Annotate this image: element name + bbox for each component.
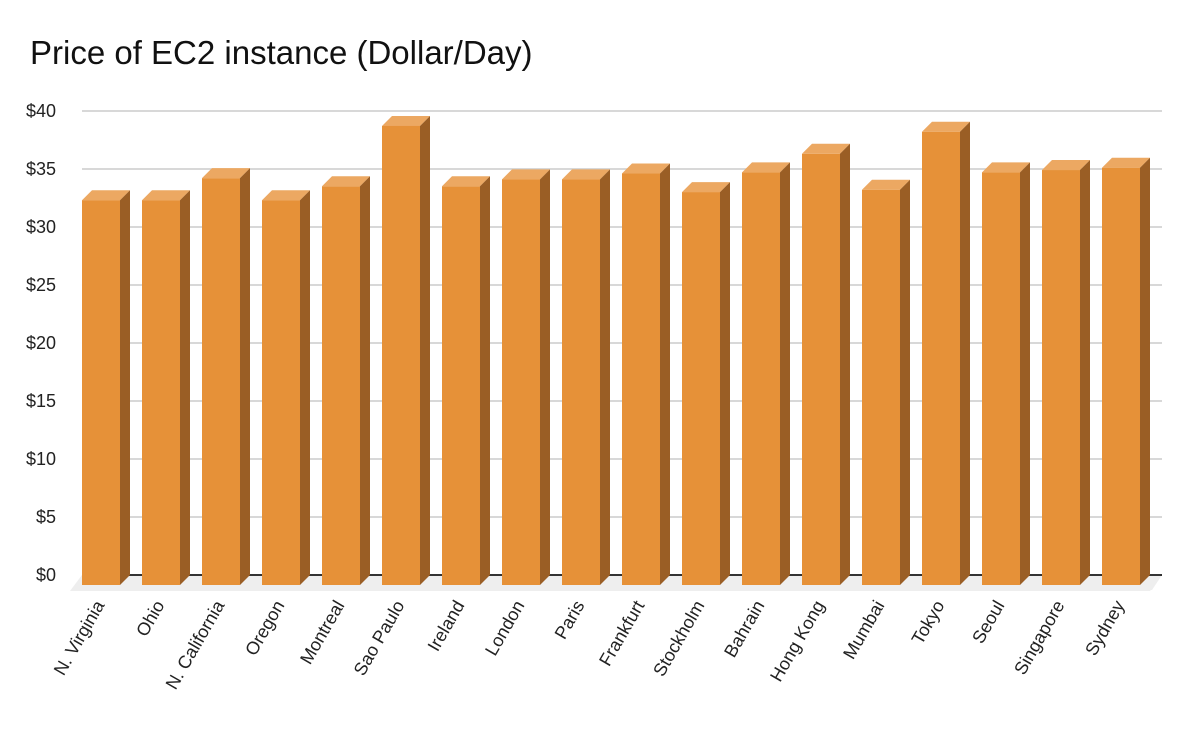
bar-top — [622, 163, 670, 174]
bar-top — [802, 143, 850, 154]
x-tick-label: Singapore — [1010, 597, 1068, 678]
bar-top — [82, 190, 130, 201]
bar-side — [1020, 162, 1030, 586]
bar-side — [240, 168, 250, 585]
bar — [1042, 170, 1080, 586]
x-tick-label: Sydney — [1081, 597, 1128, 659]
bar-top — [922, 121, 970, 132]
bar-side — [300, 190, 310, 585]
x-tick-label: London — [481, 597, 528, 659]
bar — [142, 200, 180, 585]
x-tick-label: Oregon — [241, 597, 288, 659]
bar — [262, 200, 300, 585]
bar — [382, 125, 420, 586]
bar-side — [360, 176, 370, 585]
bar-top — [502, 169, 550, 180]
bar-top — [682, 182, 730, 193]
y-tick-label: $20 — [26, 333, 56, 353]
x-tick-label: Paris — [551, 597, 589, 643]
x-tick-label: Ireland — [424, 597, 469, 655]
bar — [742, 172, 780, 586]
bar-side — [900, 179, 910, 585]
bar-side — [540, 169, 550, 585]
bar-side — [960, 121, 970, 585]
x-tick-label: Tokyo — [908, 597, 949, 648]
y-tick-label: $0 — [36, 565, 56, 585]
bar-side — [180, 190, 190, 585]
y-tick-label: $30 — [26, 217, 56, 237]
bar-side — [480, 176, 490, 585]
bar-side — [600, 169, 610, 585]
x-tick-label: Sao Paulo — [350, 597, 409, 679]
y-tick-label: $15 — [26, 391, 56, 411]
y-tick-label: $25 — [26, 275, 56, 295]
x-tick-label: Bahrain — [720, 597, 768, 661]
bar-top — [1102, 157, 1150, 168]
bar — [922, 131, 960, 585]
bar-top — [382, 115, 430, 126]
bar-top — [1042, 160, 1090, 171]
bar-top — [262, 190, 310, 201]
y-tick-label: $40 — [26, 101, 56, 121]
bar-top — [982, 162, 1030, 173]
bar — [562, 179, 600, 585]
bar-top — [742, 162, 790, 173]
bar — [982, 172, 1020, 586]
bar-top — [442, 176, 490, 187]
bar-side — [720, 182, 730, 585]
bar-side — [840, 143, 850, 586]
bar-side — [420, 115, 430, 586]
x-tick-label: Mumbai — [839, 597, 888, 662]
chart-title: Price of EC2 instance (Dollar/Day) — [30, 34, 533, 71]
y-tick-label: $35 — [26, 159, 56, 179]
x-tick-label: Frankfurt — [595, 597, 648, 669]
x-tick-label: Ohio — [132, 597, 168, 640]
bar — [202, 178, 240, 585]
bar-side — [780, 162, 790, 586]
x-tick-label: Montreal — [296, 597, 348, 668]
bar — [802, 153, 840, 586]
bar-top — [322, 176, 370, 187]
bar — [442, 186, 480, 585]
bar-side — [1080, 160, 1090, 586]
bar-side — [660, 163, 670, 585]
bar-side — [120, 190, 130, 585]
bar-top — [862, 179, 910, 190]
x-tick-label: N. California — [162, 596, 229, 693]
bar — [502, 179, 540, 585]
bar — [82, 200, 120, 585]
bar-top — [142, 190, 190, 201]
x-tick-label: Seoul — [968, 597, 1008, 647]
bar — [622, 173, 660, 585]
bar-top — [562, 169, 610, 180]
x-tick-label: N. Virginia — [50, 596, 109, 678]
bar-top — [202, 168, 250, 179]
y-tick-label: $10 — [26, 449, 56, 469]
x-tick-label: Stockholm — [649, 597, 708, 680]
bar — [682, 192, 720, 585]
bar-side — [1140, 157, 1150, 585]
bar — [862, 189, 900, 585]
y-tick-label: $5 — [36, 507, 56, 527]
bar — [1102, 167, 1140, 585]
bar — [322, 186, 360, 585]
x-tick-label: Hong Kong — [766, 597, 828, 685]
